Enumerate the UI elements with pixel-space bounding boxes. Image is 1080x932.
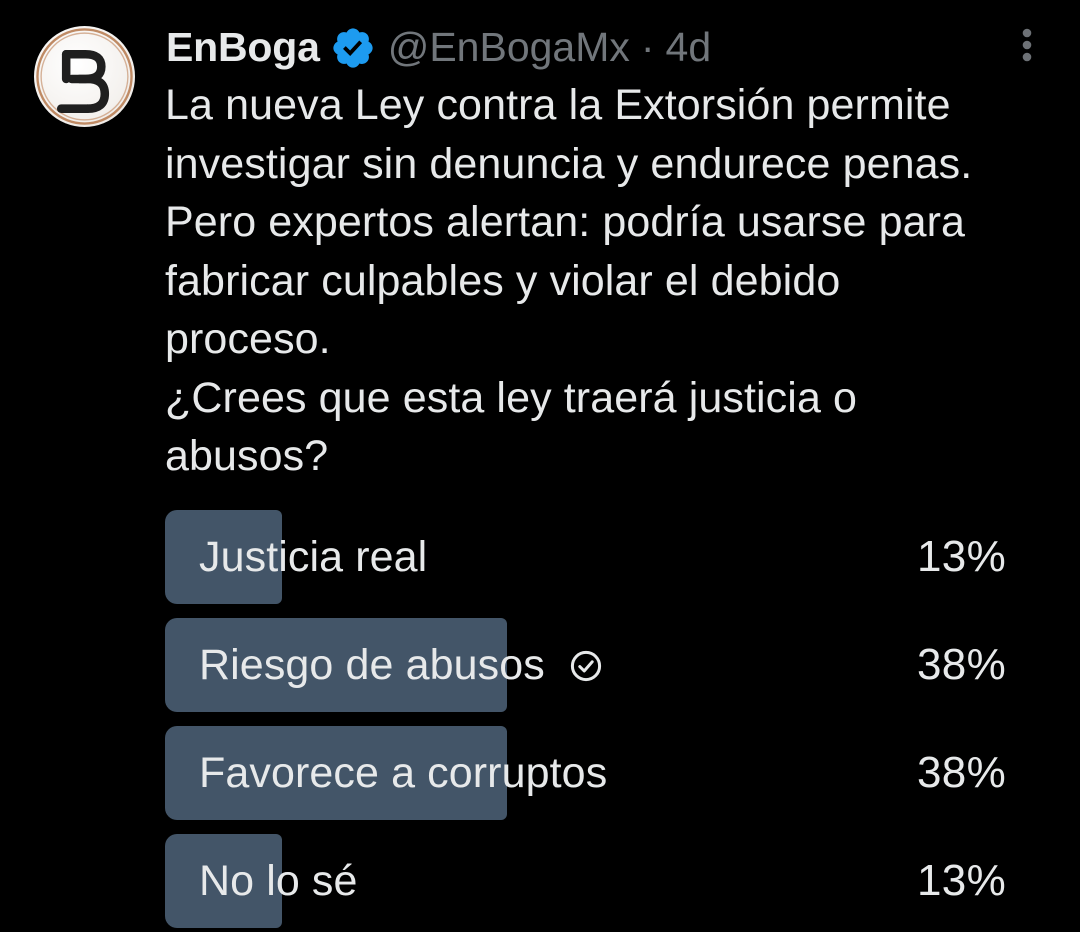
dot-separator: · [640,23,655,70]
author-display-name[interactable]: EnBoga [166,23,320,70]
poll-option-percent: 13% [917,856,1006,905]
post-header: EnBoga @EnBogaMx · 4d [166,20,1011,74]
poll-option-label: No lo sé [199,856,358,905]
post-timestamp: 4d [665,23,712,70]
avatar[interactable] [33,25,136,128]
poll-result-bar [165,618,507,712]
poll-option-row: Justicia real 13% [165,510,1008,604]
enboga-logo-icon [33,25,136,128]
verified-badge-icon [333,28,373,68]
poll-result-bar [165,726,507,820]
poll-option-percent: 38% [917,640,1006,689]
poll-option-label: Favorece a corruptos [199,748,608,797]
poll-option-label: Justicia real [199,532,428,581]
poll-option-label: Riesgo de abusos [199,640,545,689]
poll-results: Justicia real 13% Riesgo de abusos 38% F… [165,510,1008,928]
author-handle: @EnBogaMx [387,23,630,70]
poll-result-bar [165,510,282,604]
kebab-menu-icon [1022,28,1032,62]
poll-option-row: No lo sé 13% [165,834,1008,928]
poll-option-percent: 38% [917,748,1006,797]
poll-option-row: Riesgo de abusos 38% [165,618,1008,712]
circle-check-icon [570,650,601,682]
more-options-button[interactable] [1008,22,1046,68]
poll-option-row: Favorece a corruptos 38% [165,726,1008,820]
poll-result-bar [165,834,282,928]
poll-option-percent: 13% [917,532,1006,581]
author-handle-group[interactable]: @EnBogaMx · 4d [388,24,711,71]
tweet-text[interactable]: La nueva Ley contra la Extorsión permite… [165,81,973,480]
